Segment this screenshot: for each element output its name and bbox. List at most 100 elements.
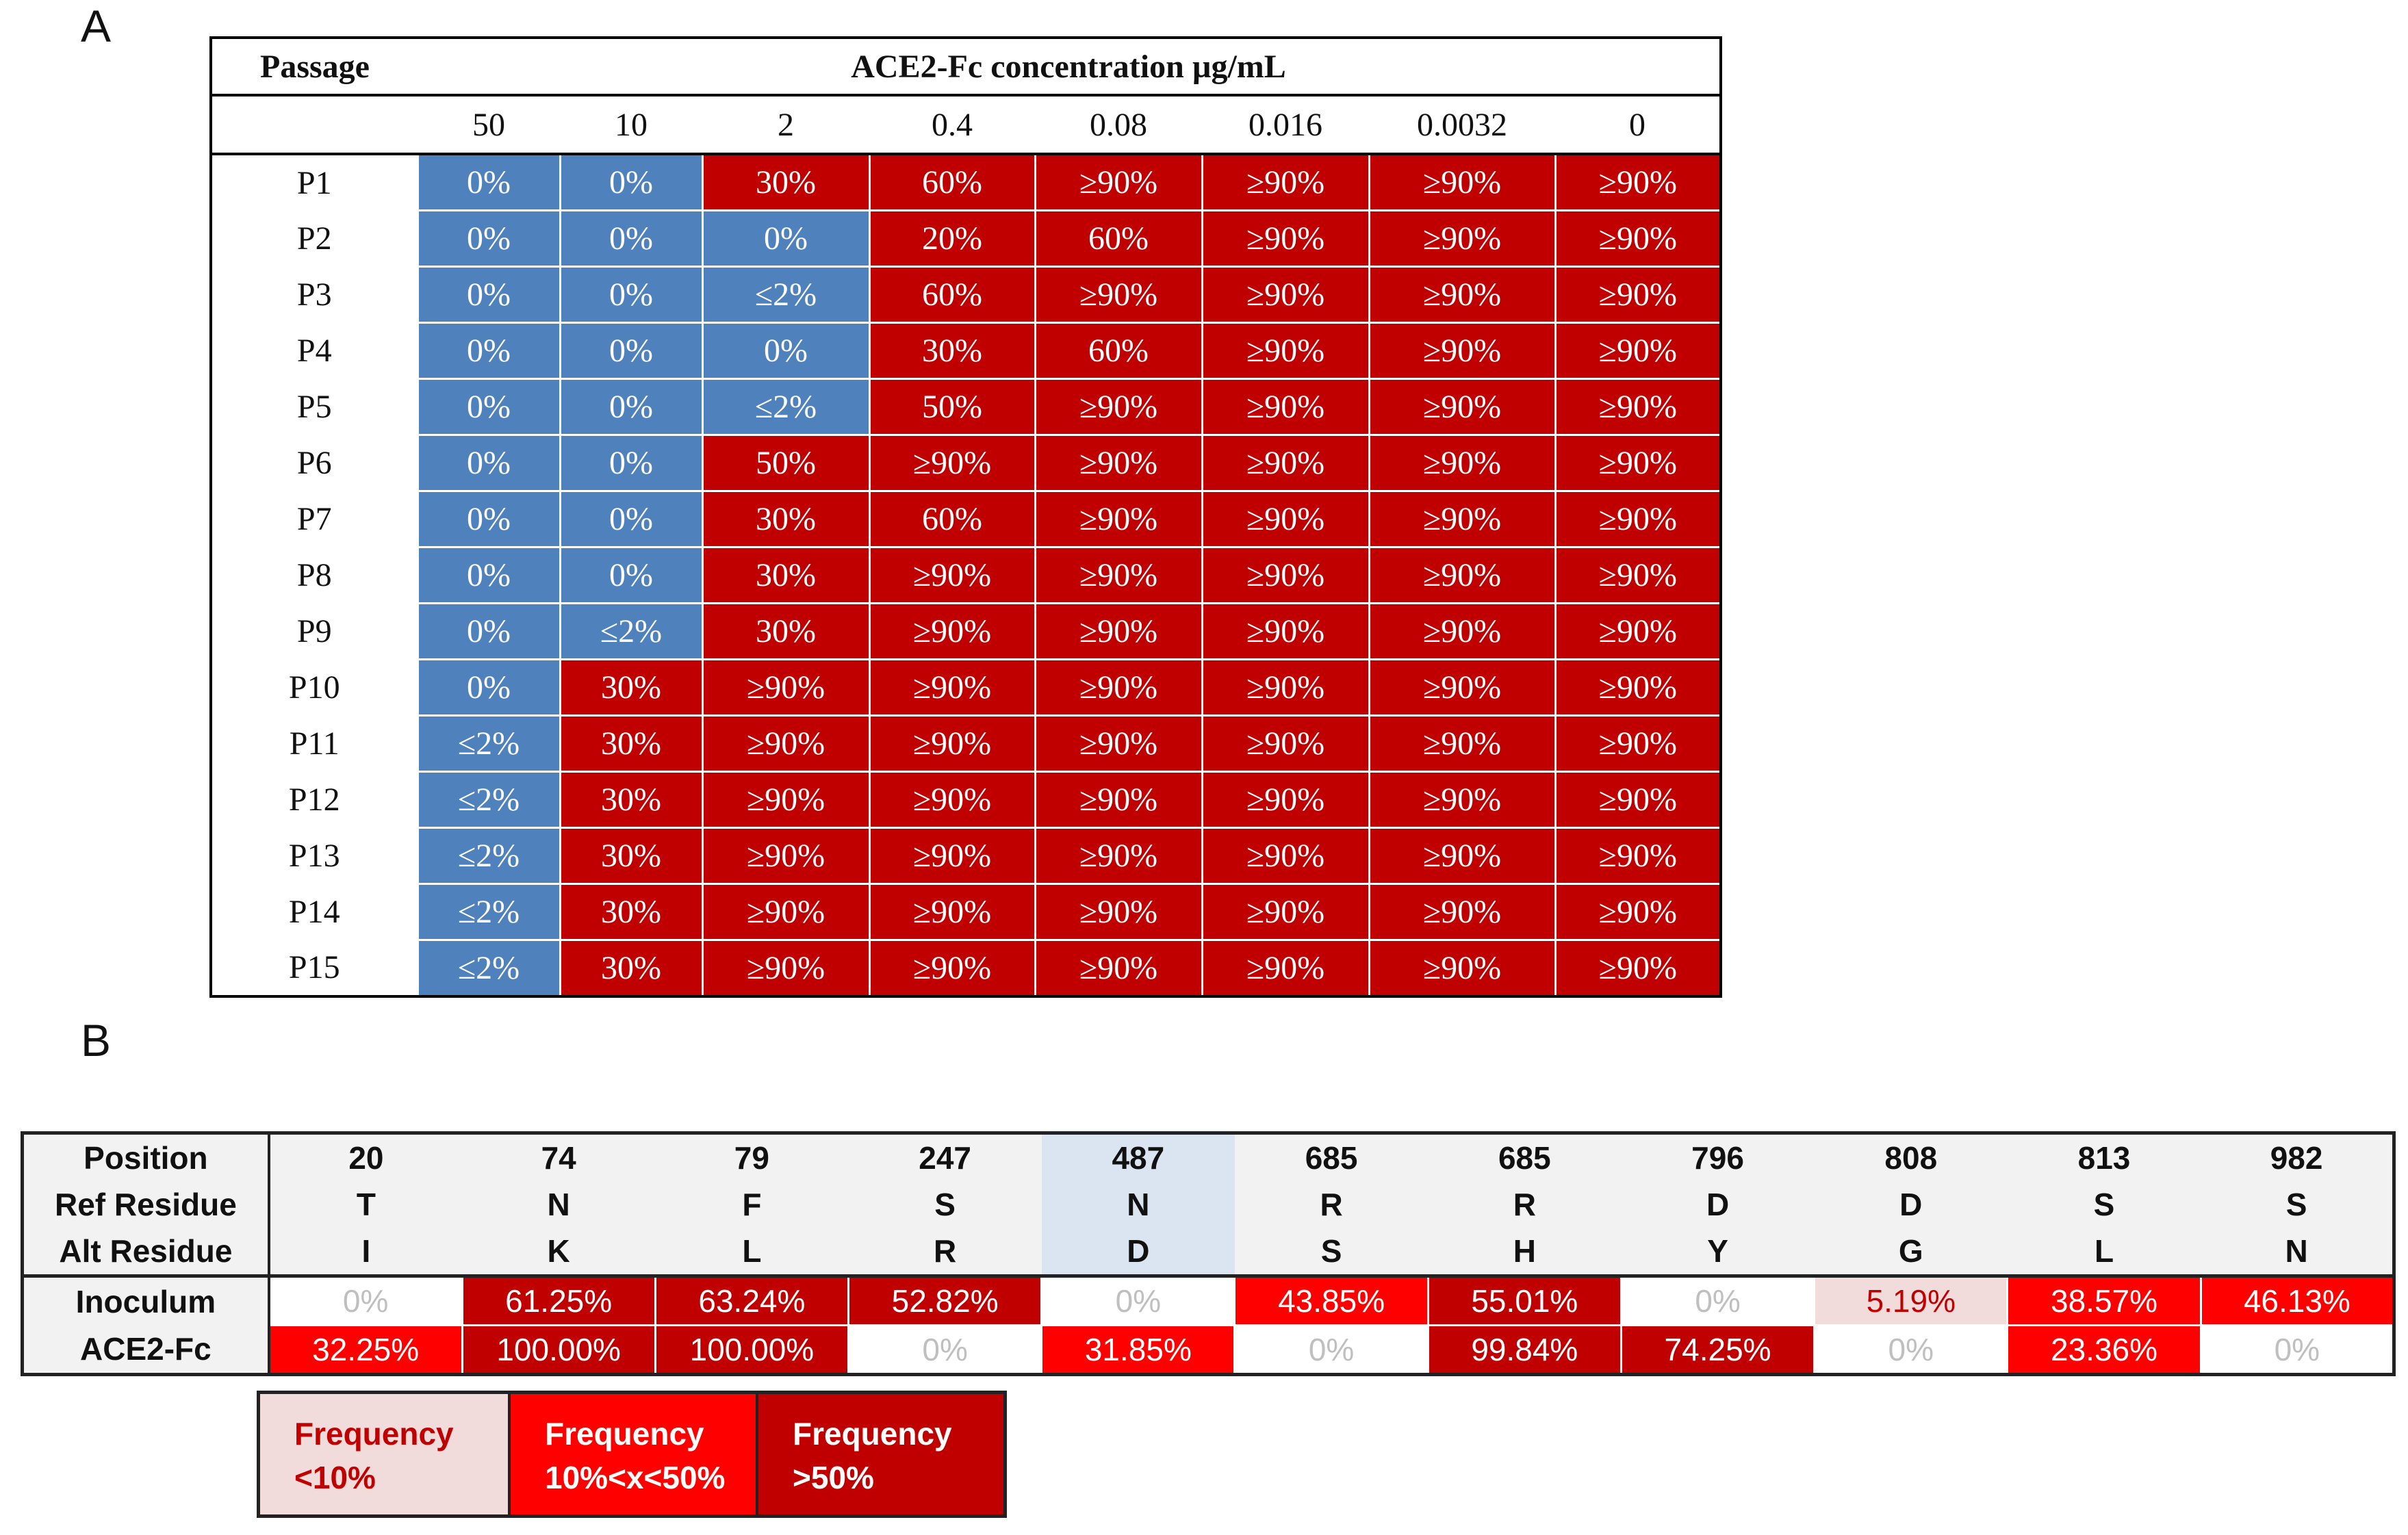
cpe-cell: 50% [868, 378, 1036, 436]
position-row-label: Position [22, 1133, 270, 1181]
position-value: 20 [268, 1133, 463, 1181]
cpe-cell: ≥90% [1368, 827, 1557, 885]
cpe-cell: ≥90% [868, 883, 1036, 941]
position-value: 685 [1428, 1133, 1622, 1181]
table-row: P14 ≤2% 30% ≥90% ≥90% ≥90% ≥90% ≥90% ≥90% [211, 883, 1721, 941]
cpe-cell: ≥90% [1201, 209, 1370, 268]
ref-residue: R [1428, 1181, 1622, 1228]
inoculum-frequency: 63.24% [654, 1275, 850, 1326]
cpe-cell: ≥90% [701, 714, 871, 773]
protected-cell: 0% [559, 546, 704, 604]
cpe-cell: 30% [701, 154, 871, 211]
cpe-cell: ≥90% [1554, 939, 1721, 998]
table-row: P10 0% 30% ≥90% ≥90% ≥90% ≥90% ≥90% ≥90% [211, 658, 1721, 717]
legend-title: Frequency [294, 1416, 454, 1452]
protected-cell: 0% [416, 209, 561, 268]
cpe-cell: ≥90% [1368, 154, 1557, 211]
alt-residue: H [1428, 1228, 1622, 1278]
concentration-header: ACE2-Fc concentration µg/mL [418, 38, 1721, 96]
concentration-label: 0.016 [1202, 95, 1369, 155]
cpe-cell: ≥90% [1201, 322, 1370, 380]
cpe-cell: ≥90% [1034, 378, 1203, 436]
table-row: P2 0% 0% 0% 20% 60% ≥90% ≥90% ≥90% [211, 209, 1721, 268]
ace2fc-frequency: 99.84% [1426, 1324, 1622, 1376]
inoculum-frequency: 43.85% [1233, 1275, 1429, 1326]
passage-label: P5 [296, 389, 332, 425]
table-row: P6 0% 0% 50% ≥90% ≥90% ≥90% ≥90% ≥90% [211, 434, 1721, 492]
cpe-cell: ≥90% [1368, 939, 1557, 998]
cpe-cell: 30% [559, 827, 704, 885]
cpe-cell: ≥90% [1368, 546, 1557, 604]
cpe-cell: 30% [868, 322, 1036, 380]
passage-label: P6 [296, 445, 332, 481]
table-row: P7 0% 0% 30% 60% ≥90% ≥90% ≥90% ≥90% [211, 490, 1721, 548]
inoculum-frequency: 0% [1040, 1275, 1236, 1326]
cpe-cell: ≥90% [868, 434, 1036, 492]
cpe-cell: ≥90% [868, 771, 1036, 829]
alt-residue: G [1814, 1228, 2008, 1278]
protected-cell: 0% [559, 266, 704, 324]
passage-header: Passage [211, 38, 418, 96]
table-row: P8 0% 0% 30% ≥90% ≥90% ≥90% ≥90% ≥90% [211, 546, 1721, 604]
alt-residue: N [2201, 1228, 2394, 1278]
cpe-cell: ≥90% [1201, 714, 1370, 773]
protected-cell: 0% [416, 154, 561, 211]
concentration-label: 50 [418, 95, 560, 155]
cpe-cell: ≥90% [1034, 883, 1203, 941]
legend-range: <10% [294, 1460, 376, 1495]
inoculum-row-label: Inoculum [22, 1276, 270, 1326]
cpe-cell: 30% [559, 714, 704, 773]
concentration-label: 0 [1555, 95, 1721, 155]
cpe-cell: ≥90% [1201, 490, 1370, 548]
ace2fc-frequency: 0% [847, 1324, 1043, 1376]
ace2fc-frequency: 23.36% [2006, 1324, 2202, 1376]
panel-a-label: A [81, 1, 112, 51]
ref-residue: F [655, 1181, 849, 1228]
cpe-cell: 50% [701, 434, 871, 492]
legend-title: Frequency [545, 1416, 704, 1452]
passage-label: P11 [289, 725, 340, 762]
alt-residue: I [268, 1228, 463, 1278]
cpe-cell: ≥90% [1034, 714, 1203, 773]
ace2fc-frequency: 32.25% [268, 1324, 463, 1376]
protected-cell: 0% [416, 434, 561, 492]
cpe-cell: 30% [559, 939, 704, 998]
ref-residue: D [1621, 1181, 1815, 1228]
passage-label: P13 [288, 838, 340, 874]
cpe-cell: ≥90% [1034, 490, 1203, 548]
cpe-cell: ≥90% [1554, 266, 1721, 324]
protected-cell: 0% [416, 658, 561, 717]
protected-cell: 0% [416, 546, 561, 604]
protected-cell: ≤2% [416, 883, 561, 941]
ace2fc-frequency: 0% [2199, 1324, 2396, 1376]
ref-row-label: Ref Residue [22, 1181, 270, 1228]
cpe-cell: ≥90% [1201, 602, 1370, 660]
cpe-cell: ≥90% [1554, 883, 1721, 941]
blank-corner [211, 95, 418, 155]
cpe-cell: 30% [701, 546, 871, 604]
cpe-cell: ≥90% [1034, 154, 1203, 211]
cpe-cell: ≥90% [1368, 378, 1557, 436]
cpe-cell: ≥90% [868, 827, 1036, 885]
ace2fc-frequency: 0% [1233, 1324, 1429, 1376]
cpe-cell: ≥90% [1201, 883, 1370, 941]
position-value: 79 [655, 1133, 849, 1181]
ref-residue: S [2007, 1181, 2201, 1228]
concentration-label: 0.4 [869, 95, 1035, 155]
passage-label: P3 [296, 276, 332, 313]
cpe-cell: ≥90% [1554, 546, 1721, 604]
cpe-cell: ≥90% [1368, 434, 1557, 492]
ace2fc-frequency: 0% [1813, 1324, 2009, 1376]
concentration-label: 2 [702, 95, 869, 155]
cpe-cell: ≥90% [1368, 322, 1557, 380]
ref-residue: R [1234, 1181, 1429, 1228]
cpe-cell: ≥90% [1368, 266, 1557, 324]
inoculum-frequency: 5.19% [1813, 1275, 2009, 1326]
ref-residue: S [848, 1181, 1042, 1228]
position-value: 685 [1234, 1133, 1429, 1181]
cpe-cell: 30% [559, 771, 704, 829]
alt-row-label: Alt Residue [22, 1228, 270, 1278]
inoculum-frequency: 0% [268, 1275, 463, 1326]
protected-cell: ≤2% [416, 939, 561, 998]
passage-label: P8 [296, 557, 332, 593]
